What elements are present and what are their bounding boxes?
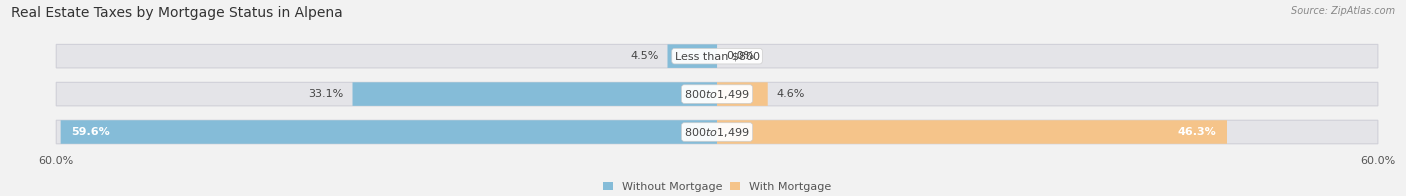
FancyBboxPatch shape	[60, 120, 717, 144]
FancyBboxPatch shape	[717, 82, 768, 106]
Text: 59.6%: 59.6%	[72, 127, 111, 137]
FancyBboxPatch shape	[717, 120, 1227, 144]
Text: 0.0%: 0.0%	[725, 51, 754, 61]
FancyBboxPatch shape	[56, 44, 1378, 68]
Text: 4.6%: 4.6%	[776, 89, 804, 99]
Text: 33.1%: 33.1%	[308, 89, 343, 99]
Text: 46.3%: 46.3%	[1177, 127, 1216, 137]
FancyBboxPatch shape	[668, 44, 717, 68]
FancyBboxPatch shape	[353, 82, 717, 106]
Legend: Without Mortgage, With Mortgage: Without Mortgage, With Mortgage	[603, 182, 831, 192]
FancyBboxPatch shape	[56, 82, 1378, 106]
Text: 4.5%: 4.5%	[630, 51, 658, 61]
FancyBboxPatch shape	[56, 120, 1378, 144]
Text: $800 to $1,499: $800 to $1,499	[685, 125, 749, 139]
Text: Real Estate Taxes by Mortgage Status in Alpena: Real Estate Taxes by Mortgage Status in …	[11, 6, 343, 20]
Text: $800 to $1,499: $800 to $1,499	[685, 88, 749, 101]
Text: Source: ZipAtlas.com: Source: ZipAtlas.com	[1291, 6, 1395, 16]
Text: Less than $800: Less than $800	[675, 51, 759, 61]
